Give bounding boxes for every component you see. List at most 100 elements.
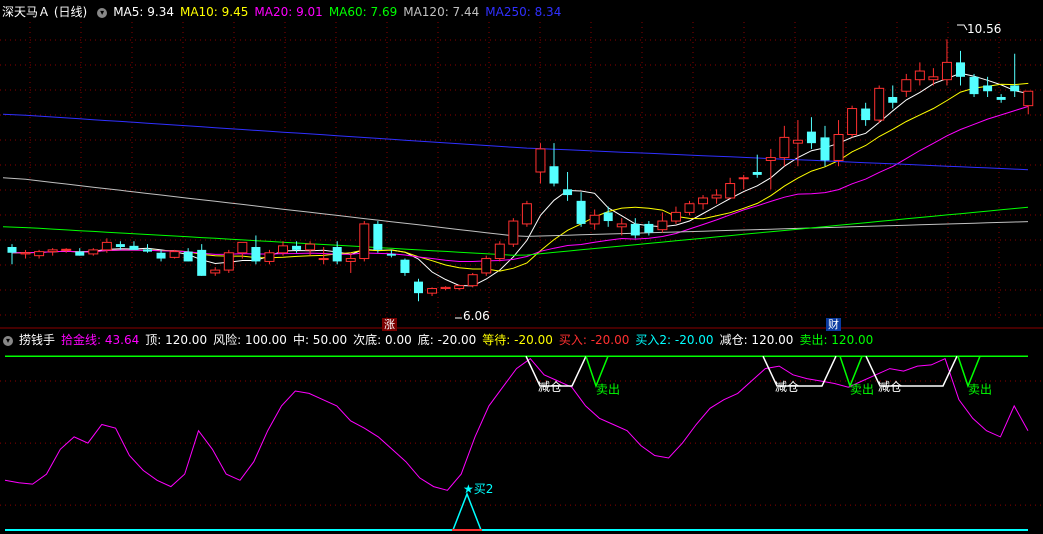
candle	[386, 249, 396, 258]
candle	[508, 218, 519, 247]
candle	[345, 252, 356, 273]
ma250-line	[2, 113, 1029, 171]
indicator-value: 拾金线: 43.64	[61, 333, 140, 347]
candle	[563, 172, 573, 201]
candle	[494, 241, 505, 262]
candle	[576, 192, 586, 227]
candle	[874, 85, 885, 123]
candle	[752, 154, 762, 178]
candle	[278, 241, 288, 256]
candlestick-series	[7, 39, 1034, 302]
candle	[467, 272, 478, 288]
candle	[210, 267, 221, 276]
candle	[941, 39, 952, 86]
candle	[183, 248, 193, 262]
candle	[833, 120, 844, 167]
candle	[956, 50, 965, 86]
candle	[115, 241, 125, 250]
candle	[684, 200, 695, 216]
candle	[359, 221, 370, 262]
indicator-value: MA60: 7.69	[328, 5, 398, 19]
indicator-value-list: 拾金线: 43.64 顶: 120.00 风险: 100.00 中: 50.00 次底:…	[61, 333, 879, 347]
candle	[861, 102, 871, 126]
indicator-value: MA5: 9.34	[113, 5, 174, 19]
indicator-value: 风险: 100.00	[213, 333, 287, 347]
indicator-title[interactable]: 捞钱手	[19, 333, 56, 347]
indicator-header: ▾ 捞钱手 拾金线: 43.64 顶: 120.00 风险: 100.00 中: 50.0…	[0, 331, 885, 349]
maichu-label: 卖出	[850, 382, 874, 396]
candle	[725, 177, 736, 199]
stock-title[interactable]: 深天马Ａ (日线)	[2, 5, 88, 19]
candle	[698, 195, 709, 210]
candle	[521, 200, 532, 227]
indicator-value: 底: -20.00	[417, 333, 477, 347]
high-price-label: 10.56	[967, 22, 1001, 36]
candle	[806, 117, 816, 149]
indicator-value: 次底: 0.00	[353, 333, 412, 347]
candle	[481, 255, 492, 276]
candle	[644, 221, 654, 236]
candle	[143, 244, 152, 253]
candle	[237, 241, 248, 259]
candle	[101, 238, 112, 253]
candle	[454, 284, 465, 291]
jiancang-marker	[525, 355, 587, 387]
candle	[20, 249, 31, 259]
indicator-value: MA250: 8.34	[485, 5, 562, 19]
candle	[400, 258, 410, 276]
candle	[129, 241, 139, 250]
candle	[332, 241, 342, 265]
maichu-marker	[957, 355, 981, 389]
candle	[251, 235, 261, 265]
candle	[589, 209, 600, 230]
candle	[197, 244, 207, 276]
jiancang-label: 减仓	[538, 380, 562, 394]
candle	[440, 286, 451, 291]
candle	[996, 94, 1006, 103]
indicator-grid	[0, 380, 1043, 506]
buy2-marker	[451, 491, 483, 531]
maichu-label: 卖出	[596, 382, 620, 396]
candle	[928, 68, 939, 86]
candle	[779, 125, 790, 167]
candle	[169, 249, 180, 259]
candle	[264, 249, 275, 265]
candle	[7, 244, 17, 265]
indicator-value: 卖出: 120.00	[799, 333, 874, 347]
candle	[47, 248, 58, 256]
zhang-badge[interactable]: 涨	[382, 318, 397, 331]
collapse-icon[interactable]: ▾	[3, 335, 13, 346]
cai-badge[interactable]: 财	[826, 318, 841, 331]
candle	[34, 249, 45, 259]
indicator-value: 买入2: -20.00	[635, 333, 714, 347]
candle	[603, 206, 613, 227]
candle	[292, 241, 302, 253]
jiancang-marker	[865, 355, 958, 387]
indicator-value: MA120: 7.44	[403, 5, 480, 19]
indicator-value: 等待: -20.00	[482, 333, 553, 347]
ma20-line	[12, 105, 1029, 262]
candle	[792, 120, 803, 167]
main-grid	[0, 22, 1043, 322]
candle	[427, 287, 438, 297]
indicator-value: MA20: 9.01	[254, 5, 323, 19]
ma60-line	[2, 206, 1029, 256]
collapse-icon[interactable]: ▾	[97, 7, 108, 18]
candle	[61, 248, 72, 253]
candle	[616, 218, 627, 236]
maichu-marker	[839, 355, 863, 389]
ma5-line	[12, 72, 1029, 287]
candle	[535, 143, 546, 184]
candle	[969, 73, 979, 97]
candle	[901, 73, 912, 97]
candle	[914, 62, 925, 86]
jiancang-label: 减仓	[878, 380, 902, 394]
indicator-value: 顶: 120.00	[145, 333, 208, 347]
candle	[657, 212, 668, 233]
indicator-value: MA10: 9.45	[179, 5, 249, 19]
indicator-value: 减仓: 120.00	[719, 333, 794, 347]
ma120-line	[2, 177, 1029, 237]
candle	[711, 189, 722, 204]
